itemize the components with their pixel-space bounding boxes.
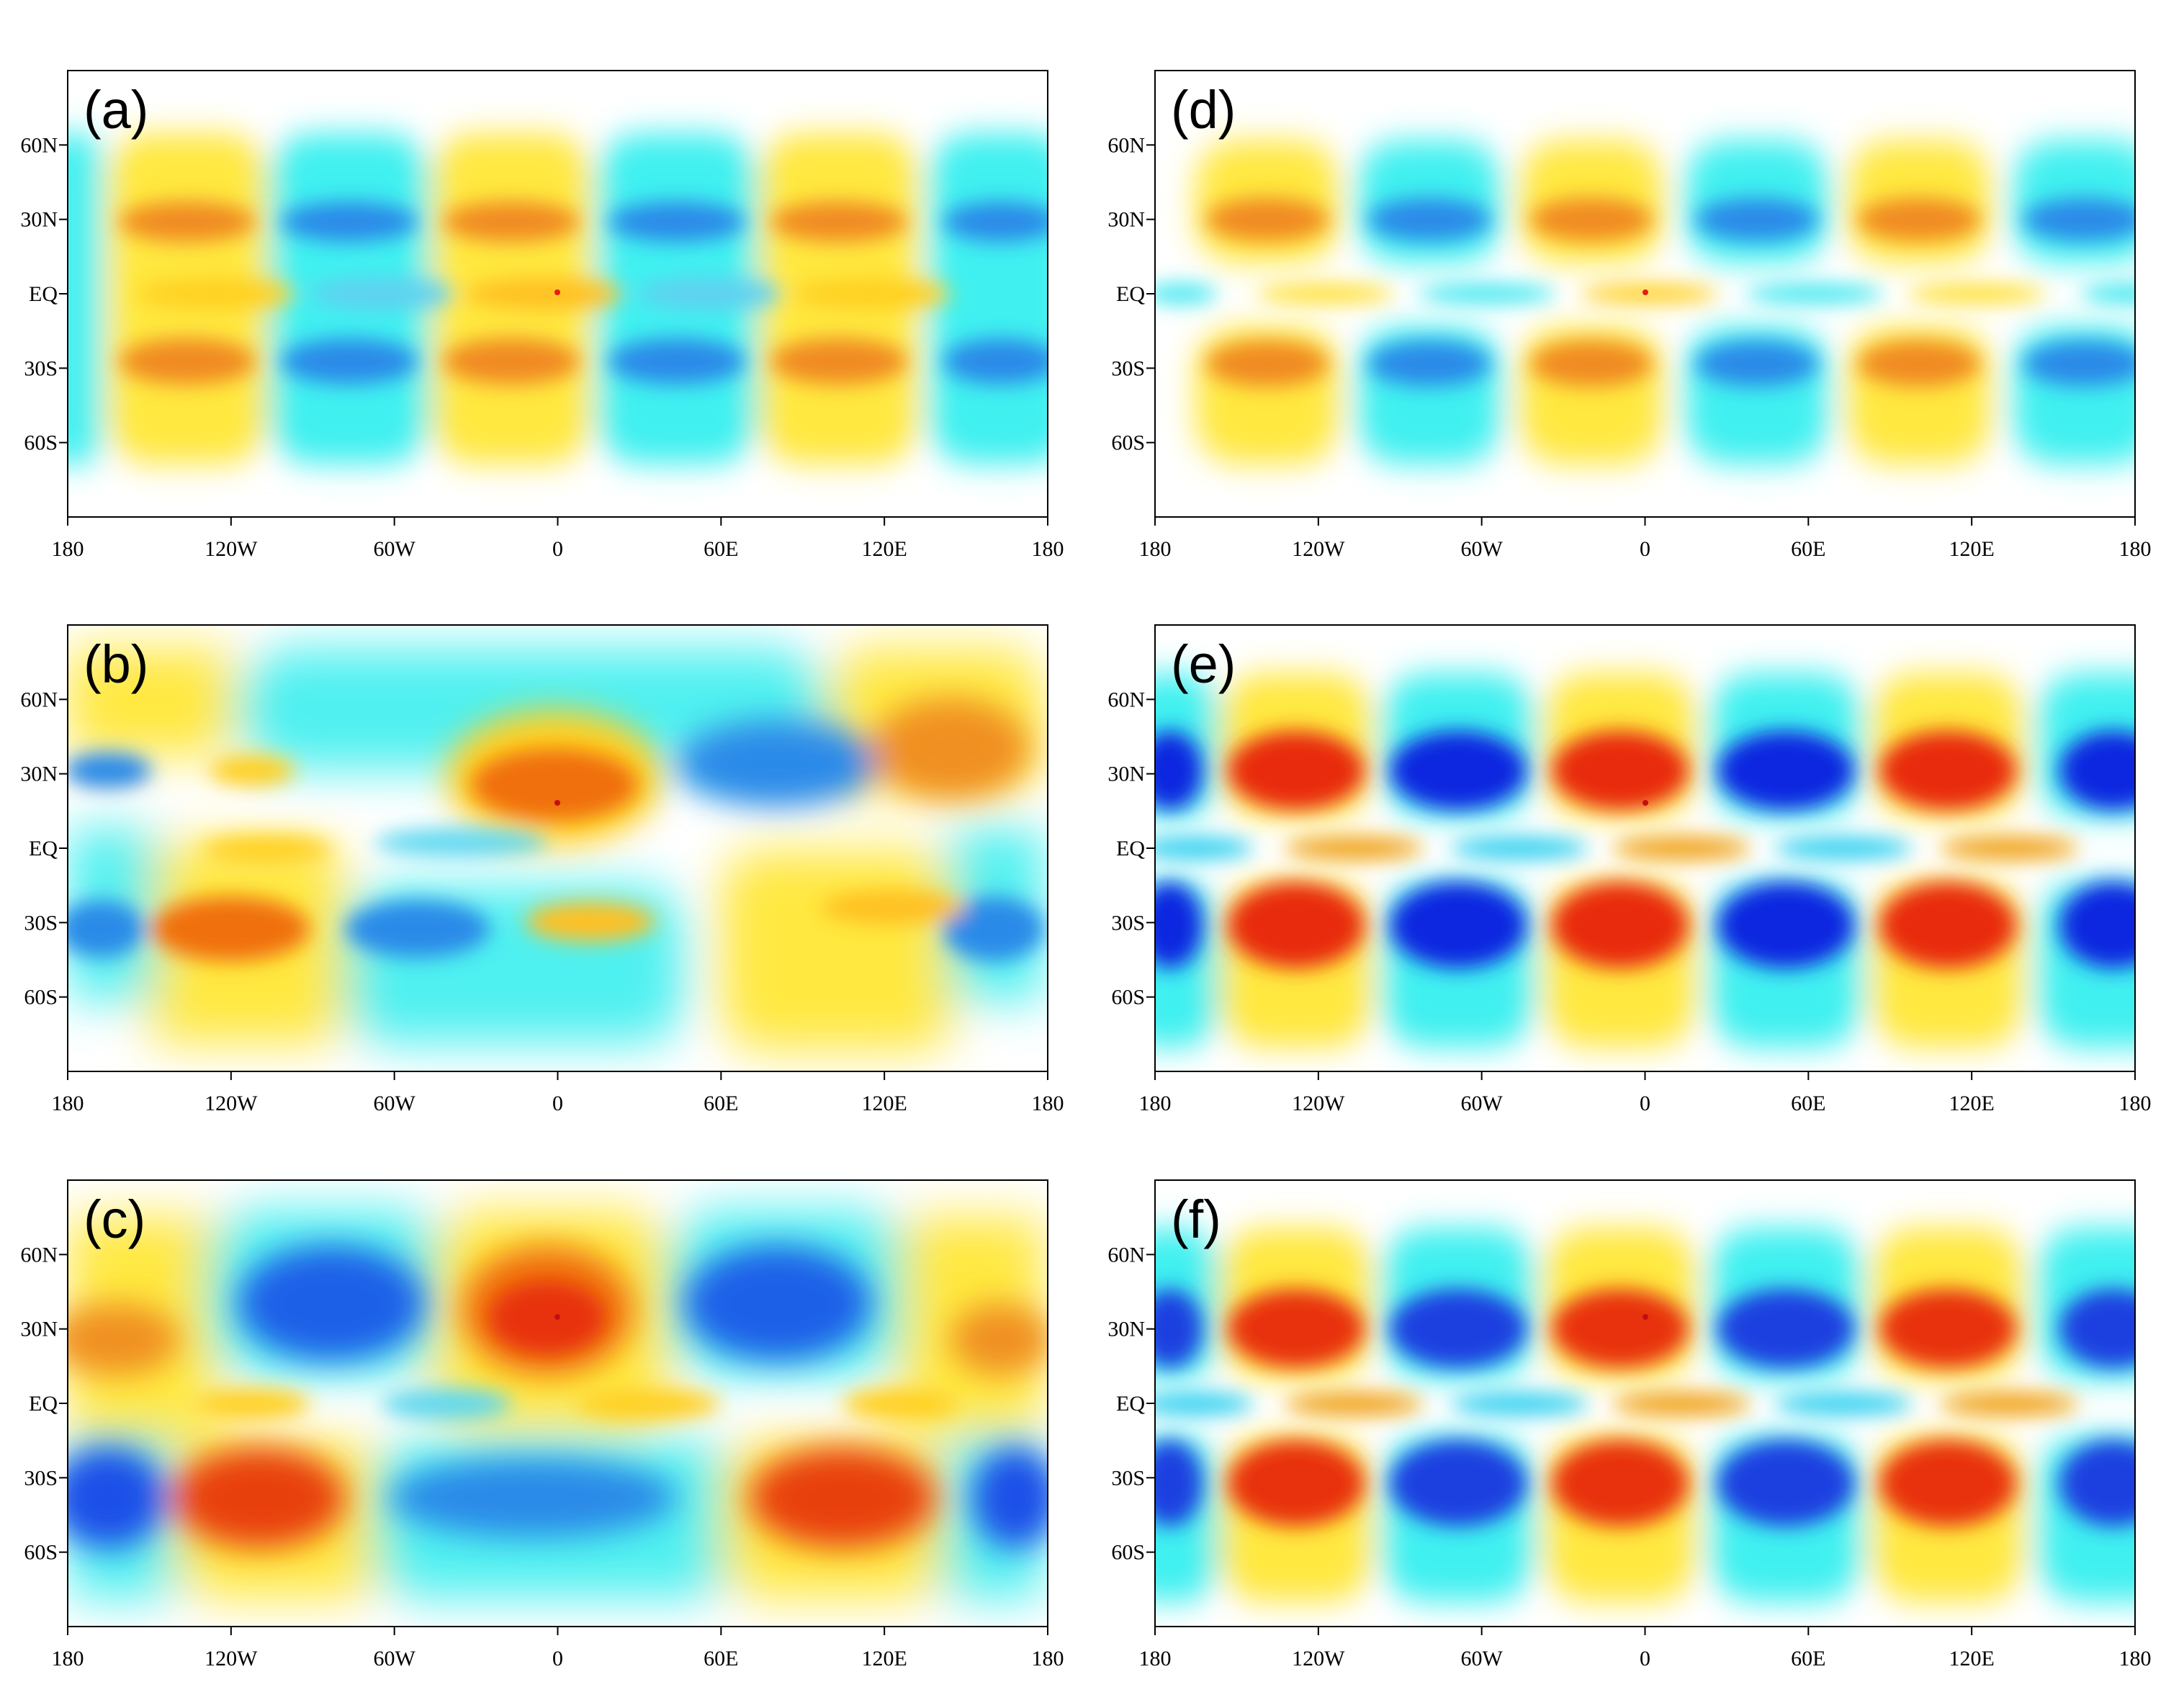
y-tick-label: 60S [1111, 986, 1145, 1009]
x-tick-label: 120E [862, 1092, 907, 1115]
panel-a-axes: (a) 180 120W 60W 0 60E 120E 180 60N 30N EQ 30S 60S [20, 80, 1064, 561]
panel-f-axes: (f) 180 120W 60W 0 60E 120E 180 60N 30N EQ 30S 60S [1107, 1189, 2151, 1670]
y-tick-label: 60N [20, 133, 58, 157]
axes-layer: (a)180 120W 60W 0 60E 120E 18060N30NEQ30S60S(b… [20, 80, 2151, 1670]
y-tick-label: EQ [29, 837, 58, 860]
y-tick-label: EQ [29, 282, 58, 306]
x-tick-label: 120W [1292, 537, 1345, 561]
panel-label: (d) [1171, 80, 1236, 140]
y-tick-label: 30S [1111, 356, 1145, 380]
y-tick-label: 60N [1107, 133, 1145, 157]
panel-b [67, 624, 1048, 1072]
x-tick-label: 60W [374, 1092, 416, 1115]
y-tick-label: EQ [1116, 837, 1145, 860]
x-tick-label: 60W [1461, 1647, 1504, 1670]
x-tick-label: 60E [1791, 537, 1825, 561]
x-tick-label: 180 [52, 537, 84, 561]
y-tick-label: 60N [1107, 1243, 1145, 1267]
y-tick-label: 30S [24, 911, 58, 935]
x-tick-label: 60E [704, 537, 738, 561]
x-tick-label: 180 [1139, 537, 1172, 561]
panel-a-field [68, 133, 1048, 464]
panel-label: (f) [1171, 1189, 1221, 1249]
y-tick-label: EQ [29, 1392, 58, 1416]
panel-d-axes: (d) 180 120W 60W 0 60E 120E 180 60N 30N EQ 30S 60S [1107, 80, 2151, 561]
panel-label: (c) [84, 1189, 145, 1249]
panel-c-field [68, 1210, 1048, 1598]
panel-label: (b) [84, 634, 148, 694]
y-tick-label: 60S [24, 431, 58, 455]
x-tick-label: 120E [862, 1647, 907, 1670]
y-tick-label: 30S [24, 356, 58, 380]
panel-a [67, 70, 1048, 518]
x-tick-label: 60W [374, 537, 416, 561]
x-tick-label: 180 [52, 1092, 84, 1115]
x-tick-label: 120E [1949, 1647, 1995, 1670]
x-tick-label: 60E [1791, 1647, 1825, 1670]
x-tick-label: 180 [1032, 1092, 1064, 1115]
y-tick-label: 30S [1111, 1466, 1145, 1490]
y-tick-label: 30N [1107, 1318, 1145, 1341]
x-tick-label: 120E [1949, 537, 1995, 561]
panel-f [1154, 1179, 2136, 1627]
x-tick-label: 60W [1461, 1092, 1504, 1115]
x-tick-label: 120E [862, 537, 907, 561]
panel-e-field [1155, 673, 2135, 1048]
y-tick-label: 30N [20, 1318, 58, 1341]
x-tick-label: 60E [1791, 1092, 1825, 1115]
panel-d-field [1155, 140, 2135, 464]
y-tick-label: 30S [24, 1466, 58, 1490]
x-tick-label: 180 [1139, 1092, 1172, 1115]
x-tick-label: 0 [1640, 1647, 1650, 1670]
x-tick-label: 120W [1292, 1092, 1345, 1115]
x-tick-label: 180 [1032, 537, 1064, 561]
y-tick-label: EQ [1116, 282, 1145, 306]
x-tick-label: 0 [552, 537, 563, 561]
x-tick-label: 0 [552, 1647, 563, 1670]
x-tick-label: 60W [374, 1647, 416, 1670]
x-tick-label: 60E [704, 1092, 738, 1115]
x-tick-label: 180 [2119, 1092, 2152, 1115]
x-tick-label: 0 [1640, 537, 1650, 561]
panel-label: (e) [1171, 634, 1236, 694]
panel-b-axes: (b) 180 120W 60W 0 60E 120E 180 60N 30N EQ 30S 60S [20, 634, 1064, 1115]
x-tick-label: 60W [1461, 537, 1504, 561]
x-tick-label: 180 [1139, 1647, 1172, 1670]
y-tick-label: 60S [1111, 1541, 1145, 1565]
y-tick-label: 60S [1111, 431, 1145, 455]
panel-e [1154, 624, 2136, 1072]
x-tick-label: 180 [2119, 1647, 2152, 1670]
y-tick-label: 30N [1107, 208, 1145, 232]
x-tick-label: 120E [1949, 1092, 1995, 1115]
x-tick-label: 180 [1032, 1647, 1064, 1670]
panel-b-field [68, 648, 1044, 1051]
x-tick-label: 180 [52, 1647, 84, 1670]
y-tick-label: 30S [1111, 911, 1145, 935]
x-tick-label: 60E [704, 1647, 738, 1670]
panel-c-axes: (c) 180 120W 60W 0 60E 120E 180 60N 30N EQ 30S 60S [20, 1189, 1064, 1670]
panel-e-axes: (e) 180 120W 60W 0 60E 120E 180 60N 30N EQ 30S 60S [1107, 634, 2151, 1115]
x-tick-label: 120W [1292, 1647, 1345, 1670]
panel-f-field [1155, 1228, 2135, 1602]
y-tick-label: 30N [20, 208, 58, 232]
panel-d [1154, 70, 2136, 518]
panel-c [67, 1179, 1048, 1627]
x-tick-label: 180 [2119, 537, 2152, 561]
x-tick-label: 0 [552, 1092, 563, 1115]
y-tick-label: EQ [1116, 1392, 1145, 1416]
y-tick-label: 60S [24, 986, 58, 1009]
y-tick-label: 60N [20, 688, 58, 711]
x-tick-label: 0 [1640, 1092, 1650, 1115]
panel-label: (a) [84, 80, 148, 140]
x-tick-label: 120W [205, 1647, 258, 1670]
y-tick-label: 30N [20, 763, 58, 786]
y-tick-label: 60N [1107, 688, 1145, 711]
y-tick-label: 60N [20, 1243, 58, 1267]
x-tick-label: 120W [205, 1092, 258, 1115]
x-tick-label: 120W [205, 537, 258, 561]
y-tick-label: 60S [24, 1541, 58, 1565]
y-tick-label: 30N [1107, 763, 1145, 786]
